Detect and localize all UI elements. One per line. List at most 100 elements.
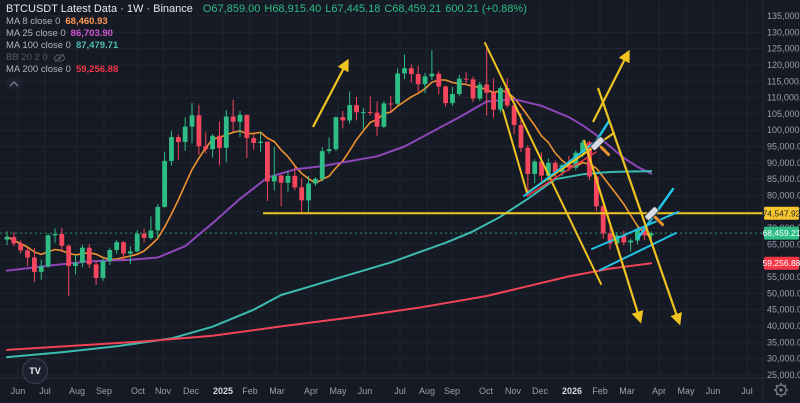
candle-body: [203, 146, 209, 150]
candle: [169, 130, 174, 166]
candle-body: [292, 175, 298, 188]
symbol-title[interactable]: BTCUSDT Latest Data · 1W · Binance: [6, 3, 193, 15]
chevron-up-icon: [9, 80, 18, 86]
price-axis-pane[interactable]: [763, 0, 800, 403]
gear-hub: [779, 388, 783, 392]
candle: [237, 110, 243, 138]
candle-body: [45, 235, 51, 267]
candle-body: [360, 111, 366, 113]
candle: [86, 244, 92, 268]
candle-body: [169, 137, 174, 161]
candle: [4, 231, 10, 246]
price-tick-label: 100,000.00: [767, 125, 800, 135]
trend-line[interactable]: [526, 151, 597, 197]
candle: [552, 160, 558, 179]
candle: [388, 95, 394, 114]
gear-icon[interactable]: [774, 383, 788, 397]
ohlc-high: H68,915.40: [264, 3, 322, 15]
candle: [175, 134, 181, 160]
candle: [429, 50, 435, 80]
candle-body: [532, 161, 538, 174]
candle-body: [354, 105, 359, 113]
candle: [18, 240, 24, 254]
candle-body: [134, 233, 140, 252]
trend-line[interactable]: [591, 211, 679, 250]
legend-row-ma-200-close-0[interactable]: MA 200 close 0 59,256.88: [6, 64, 535, 75]
ohlc-open: O67,859.00: [202, 3, 261, 15]
time-axis-label: Feb: [592, 386, 608, 396]
price-label-box: [764, 256, 799, 270]
price-label-text: 68,459.21: [763, 228, 800, 238]
candle: [443, 85, 448, 107]
tradingview-logo[interactable]: TV: [22, 358, 48, 384]
candle: [189, 103, 195, 144]
price-tick-label: 135,000.00: [767, 11, 800, 21]
candle-body: [463, 78, 469, 80]
candle-body: [491, 92, 496, 110]
time-axis-label: May: [329, 386, 347, 396]
legend-row-bb-20-2-0[interactable]: BB 20 2 0: [6, 52, 535, 63]
candle: [525, 144, 531, 195]
legend-row-ma-25-close-0[interactable]: MA 25 close 0 86,703.90: [6, 28, 535, 39]
price-tick-label: 125,000.00: [767, 44, 800, 54]
price-tick-label: 120,000.00: [767, 60, 800, 70]
candle-body: [340, 117, 346, 121]
candle-body: [244, 114, 250, 139]
candle-body: [621, 235, 627, 243]
candle: [25, 248, 30, 266]
time-axis-label: Jul: [39, 386, 51, 396]
candle-body: [196, 115, 202, 147]
candle: [463, 72, 469, 85]
legend-row-ma-100-close-0[interactable]: MA 100 close 0 87,479.71: [6, 40, 535, 51]
price-tick-label: 105,000.00: [767, 109, 800, 119]
candle-body: [217, 135, 222, 148]
time-axis-label: Jun: [358, 386, 373, 396]
candles: [4, 44, 654, 297]
down-arrow[interactable]: [596, 87, 682, 326]
time-axis-label: Oct: [131, 386, 146, 396]
legend-row-ma-8-close-0[interactable]: MA 8 close 0 68,460.93: [6, 16, 535, 27]
trend-line[interactable]: [484, 42, 602, 285]
indicator-value: 86,703.90: [70, 28, 113, 39]
candle-body: [278, 175, 284, 183]
up-arrow[interactable]: [592, 49, 630, 123]
time-axis-label: 2026: [562, 386, 582, 396]
up-arrow[interactable]: [312, 58, 349, 128]
hammer-icon[interactable]: [644, 206, 669, 231]
candle-body: [347, 105, 353, 121]
time-axis-label: Sep: [444, 386, 460, 396]
candle: [484, 44, 490, 116]
candle-body: [333, 117, 339, 150]
price-tick-label: 40,000.00: [767, 321, 800, 331]
price-tick-label: 130,000.00: [767, 27, 800, 37]
legend-collapse-button[interactable]: [6, 78, 21, 89]
price-tick-label: 65,000.00: [767, 239, 800, 249]
candle: [292, 167, 298, 191]
candle-body: [237, 114, 243, 122]
down-arrow[interactable]: [582, 139, 644, 324]
trend-line[interactable]: [599, 232, 677, 271]
price-tick-label: 90,000.00: [767, 158, 800, 168]
candle-body: [641, 228, 647, 236]
candle: [511, 103, 517, 135]
candle-body: [628, 240, 634, 243]
candle: [422, 72, 428, 94]
ma-line-ma25: [6, 98, 653, 272]
candle: [395, 68, 401, 106]
candle-body: [566, 165, 572, 168]
candle-body: [312, 178, 318, 184]
hammer-icon[interactable]: [590, 136, 615, 161]
eye-off-icon[interactable]: [53, 53, 66, 63]
plot-area[interactable]: [0, 0, 763, 378]
candle-body: [367, 111, 373, 113]
time-axis-label: Nov: [505, 386, 522, 396]
candle: [607, 224, 613, 250]
candle-body: [25, 250, 30, 258]
time-axis-pane[interactable]: [0, 378, 800, 403]
price-label-last-price: 68,459.21: [763, 226, 800, 240]
candle-body: [456, 78, 462, 95]
candle-body: [402, 68, 407, 74]
candle-body: [408, 68, 414, 75]
trend-line[interactable]: [502, 109, 528, 194]
